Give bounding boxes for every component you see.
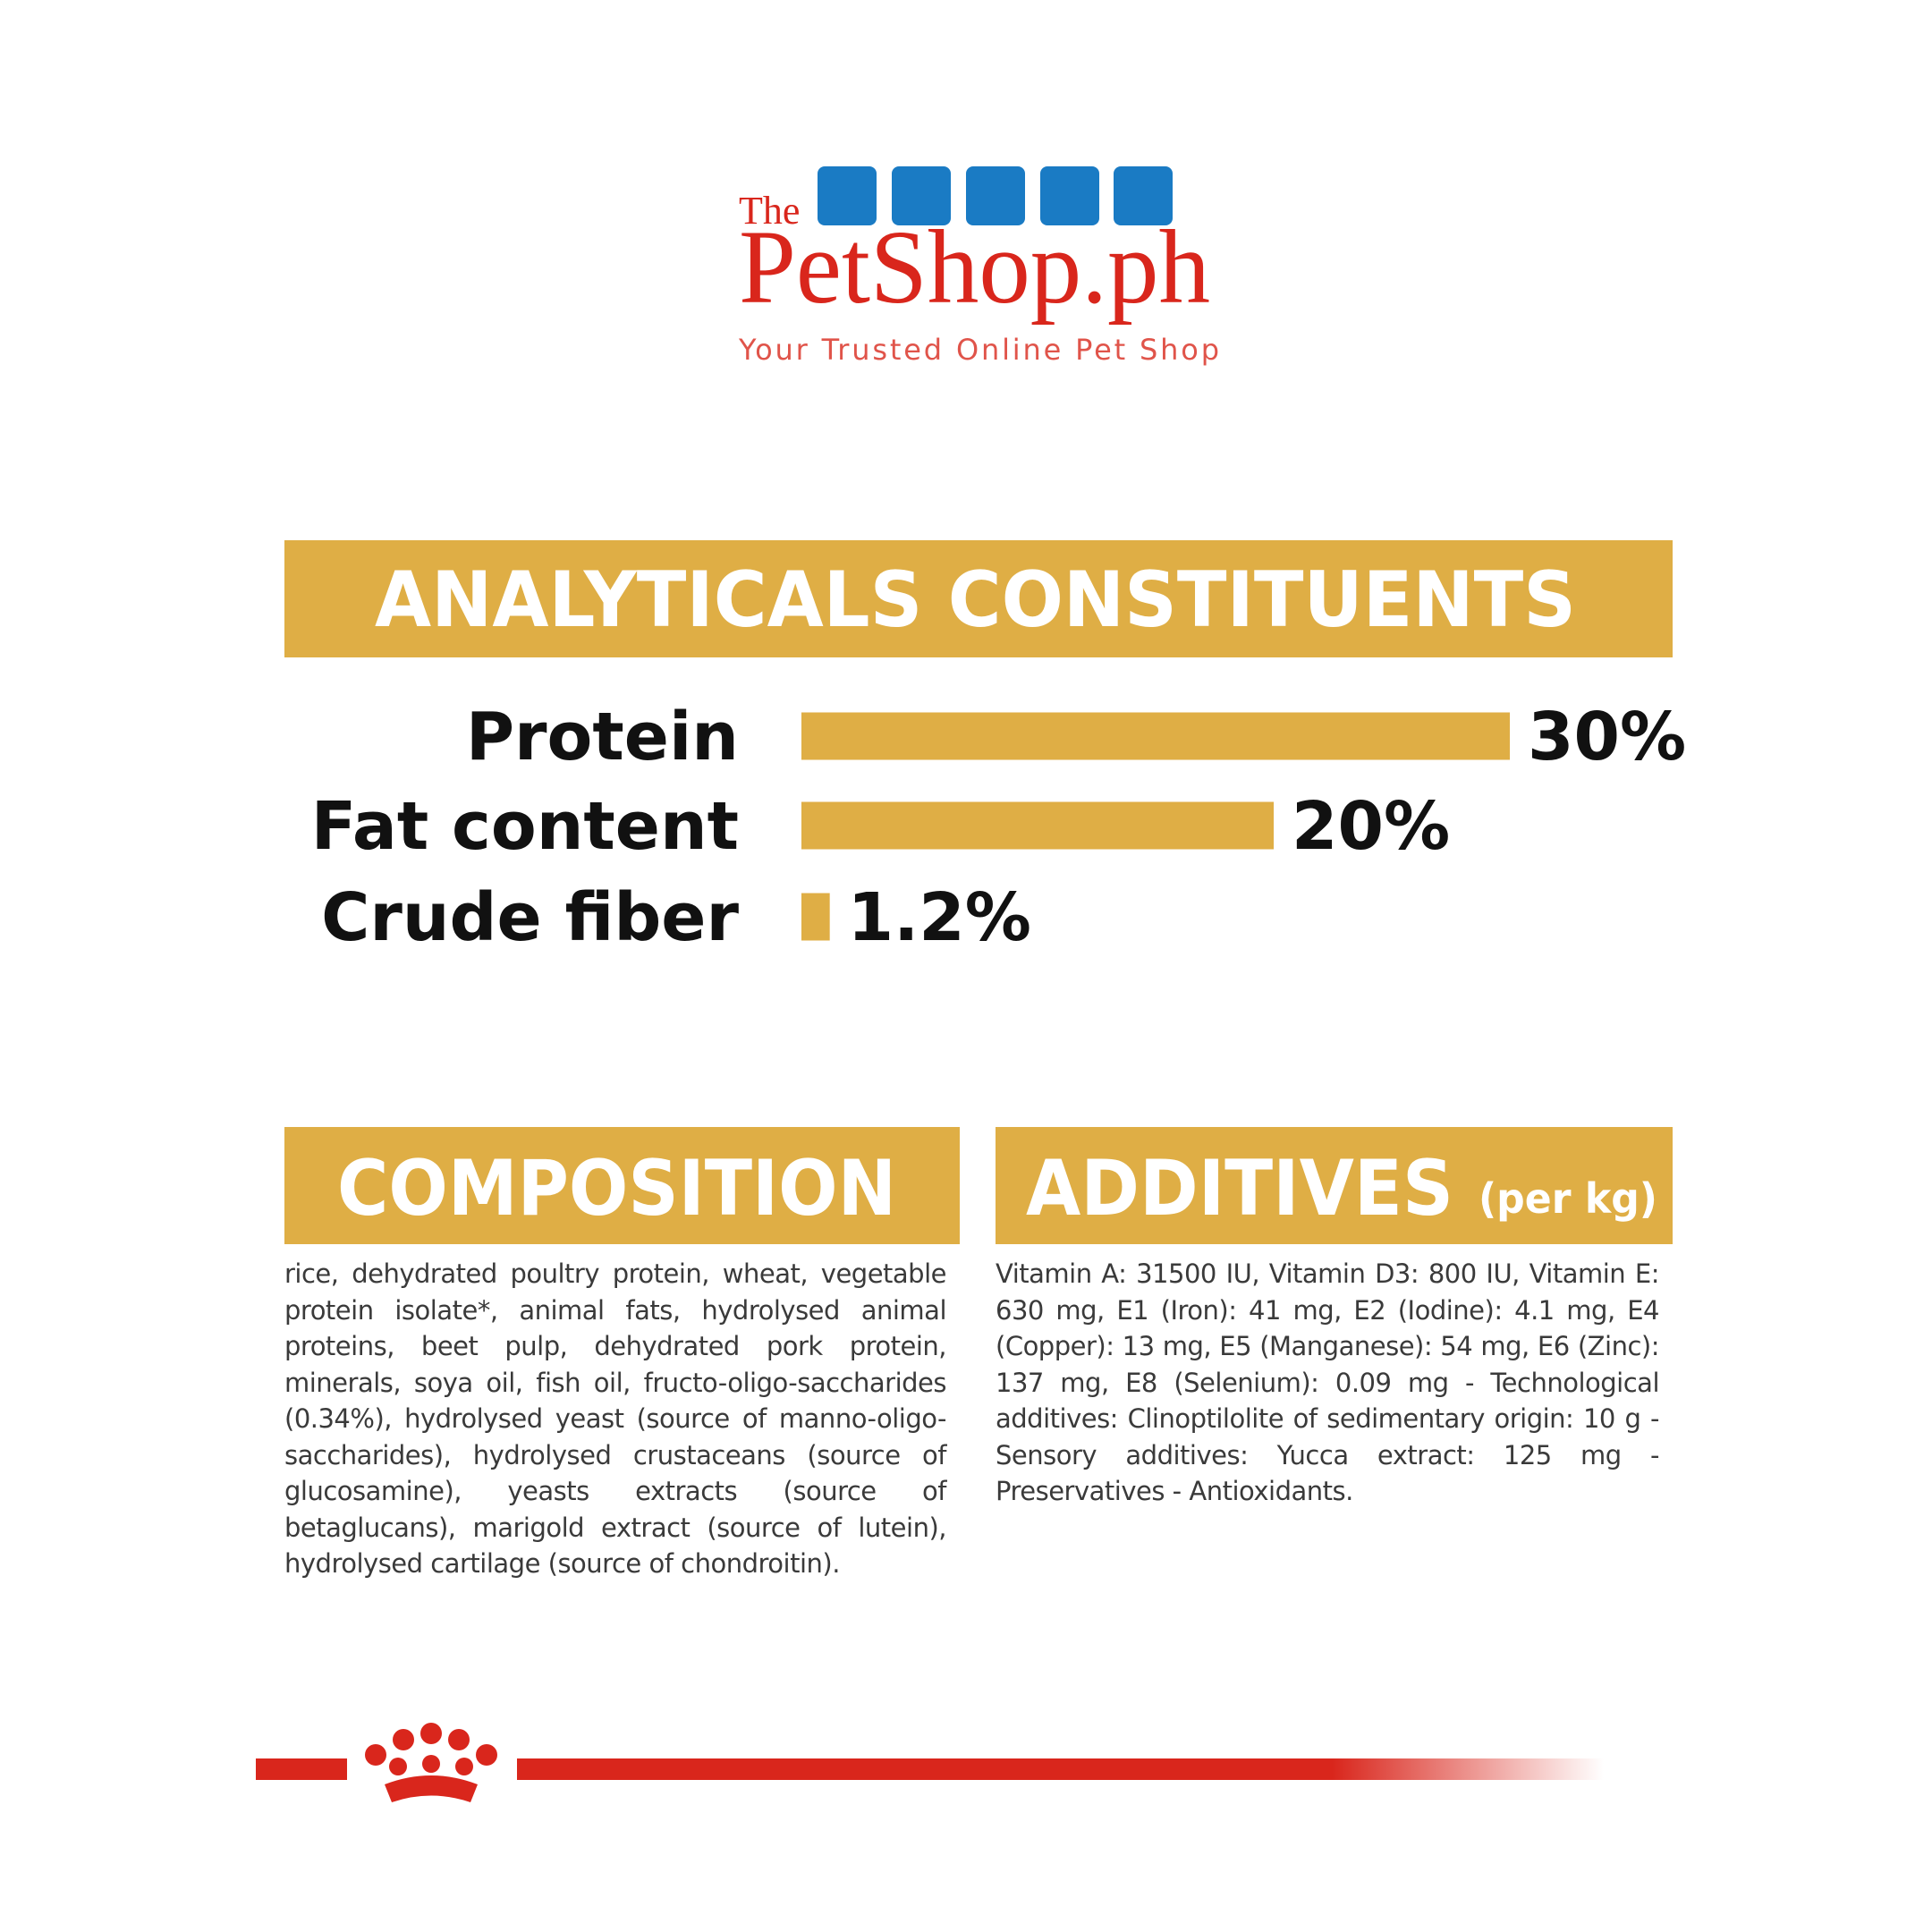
bar [801, 712, 1510, 760]
brand-line [256, 1723, 1604, 1802]
logo-icons [818, 166, 1173, 225]
section-header [996, 1127, 1673, 1244]
composition-text: rice, dehydrated poultry protein, wheat,… [284, 1258, 947, 1579]
composition-title: COMPOSITION [337, 1144, 896, 1233]
category-label: Crude fiber [321, 879, 739, 956]
value-label: 30% [1528, 699, 1686, 775]
value-label: 20% [1292, 788, 1450, 865]
additives-text: Vitamin A: 31500 IU, Vitamin D3: 800 IU,… [996, 1258, 1660, 1506]
additives-title: ADDITIVES [1026, 1144, 1453, 1233]
logo-name: PetShop.ph [739, 208, 1210, 326]
value-label: 1.2% [848, 879, 1031, 956]
category-label: Protein [466, 699, 739, 775]
category-label: Fat content [311, 788, 739, 865]
section-header [284, 1127, 960, 1244]
bar [801, 801, 1274, 850]
logo-tagline: Your Trusted Online Pet Shop [738, 333, 1219, 367]
section-header [284, 540, 1673, 657]
additives-unit: (per kg) [1479, 1174, 1657, 1223]
logo-prefix: The [739, 189, 800, 233]
bar [801, 893, 830, 941]
chart-title: ANALYTICALS CONSTITUENTS [375, 555, 1576, 645]
